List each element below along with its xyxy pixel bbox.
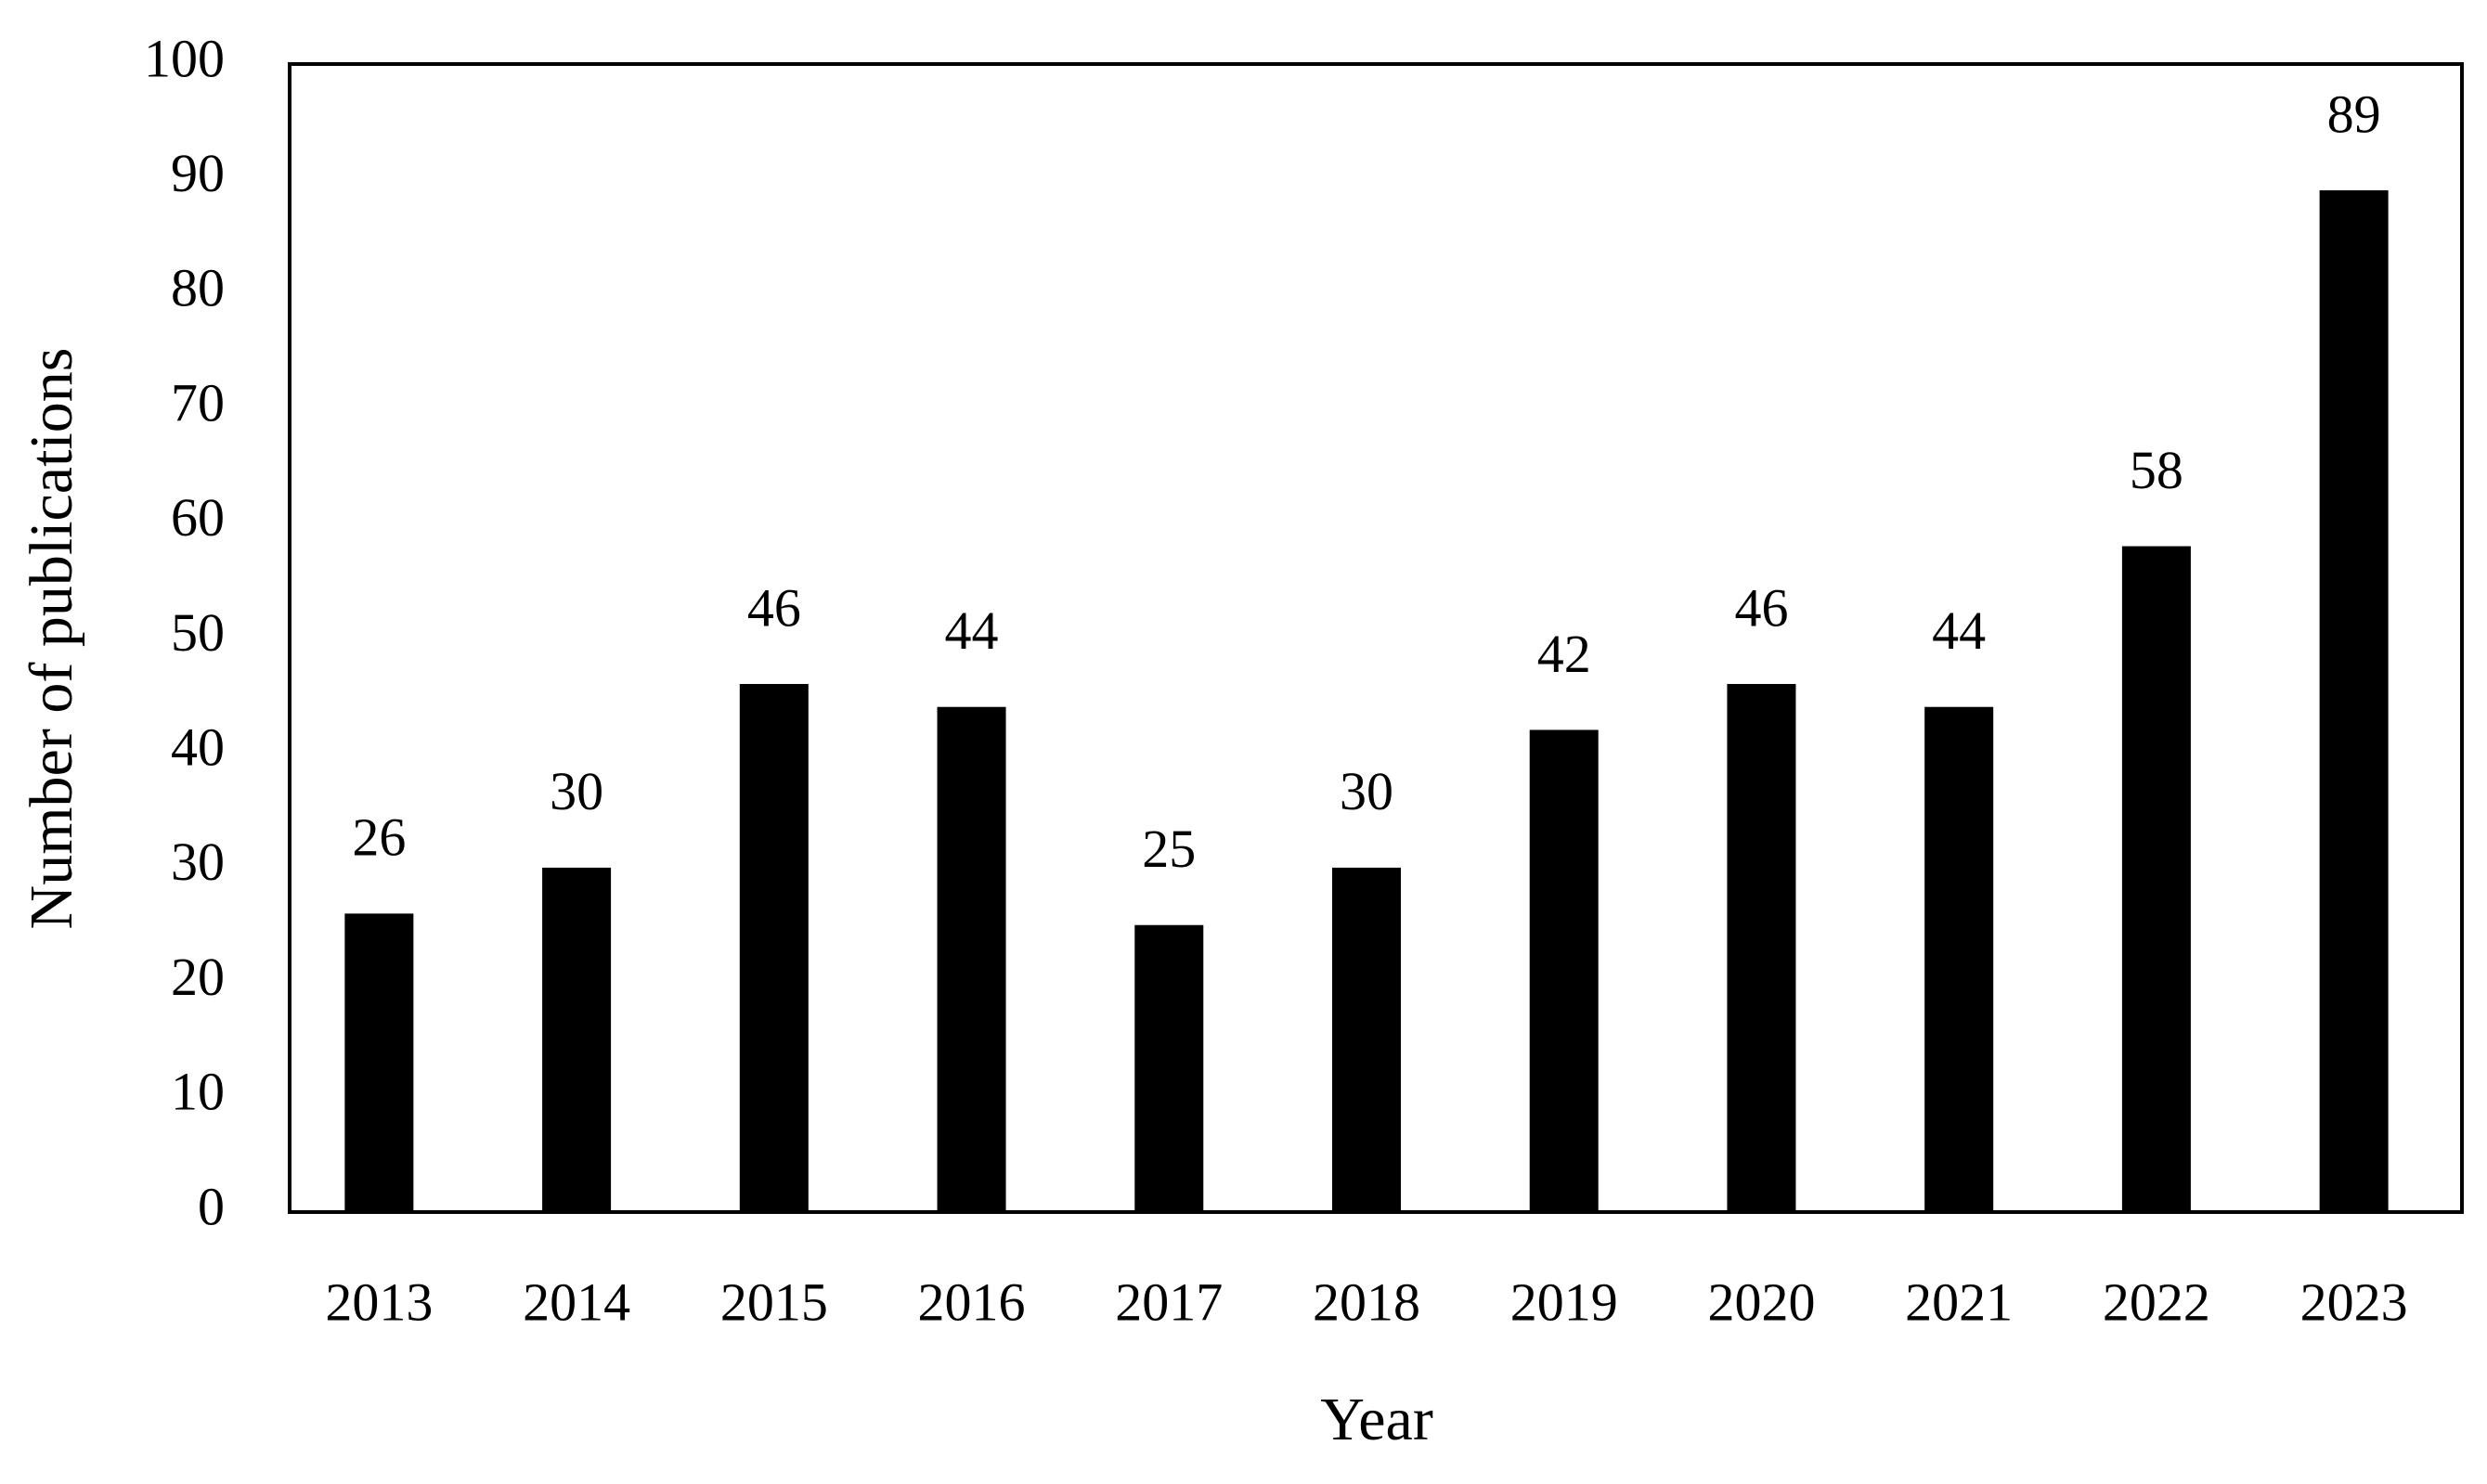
y-tick-label: 60 <box>171 487 225 548</box>
data-label: 46 <box>1734 577 1788 638</box>
bar <box>542 867 612 1212</box>
y-tick-label: 40 <box>171 717 225 778</box>
data-label: 58 <box>2130 440 2183 500</box>
x-tick-label: 2019 <box>1510 1271 1618 1332</box>
data-label: 42 <box>1537 624 1591 684</box>
y-tick-label: 100 <box>144 28 225 88</box>
y-tick-label: 10 <box>171 1062 225 1122</box>
data-label: 26 <box>352 807 406 868</box>
data-label: 44 <box>1932 600 1986 661</box>
bar <box>1529 729 1599 1212</box>
bar <box>739 683 809 1212</box>
x-tick-label: 2023 <box>2300 1271 2408 1332</box>
bar <box>1727 683 1796 1212</box>
y-tick-label: 70 <box>171 372 225 432</box>
x-tick-label: 2021 <box>1905 1271 2013 1332</box>
y-tick-label: 90 <box>171 143 225 203</box>
data-label: 25 <box>1142 819 1196 879</box>
data-label: 89 <box>2327 84 2381 144</box>
x-tick-label: 2017 <box>1115 1271 1223 1332</box>
x-tick-label: 2020 <box>1707 1271 1815 1332</box>
x-axis-title: Year <box>1320 1386 1433 1453</box>
bar <box>1924 706 1994 1212</box>
data-label: 30 <box>1340 761 1393 821</box>
bar <box>1332 867 1401 1212</box>
x-tick-label: 2013 <box>325 1271 433 1332</box>
x-tick-label: 2015 <box>720 1271 828 1332</box>
data-label: 46 <box>747 577 801 638</box>
bar <box>344 913 414 1212</box>
bar <box>2319 190 2389 1212</box>
y-tick-label: 20 <box>171 947 225 1007</box>
bar <box>1134 924 1204 1212</box>
x-tick-label: 2018 <box>1313 1271 1420 1332</box>
y-tick-label: 50 <box>171 602 225 663</box>
x-tick-label: 2014 <box>523 1271 630 1332</box>
y-axis-title: Number of publications <box>18 348 85 930</box>
x-tick-label: 2016 <box>918 1271 1026 1332</box>
y-tick-label: 30 <box>171 832 225 892</box>
y-tick-label: 80 <box>171 258 225 318</box>
bar <box>2121 546 2191 1212</box>
data-label: 44 <box>945 600 999 661</box>
bar <box>937 706 1006 1212</box>
data-label: 30 <box>550 761 603 821</box>
y-tick-label: 0 <box>198 1176 225 1236</box>
x-tick-label: 2022 <box>2103 1271 2210 1332</box>
